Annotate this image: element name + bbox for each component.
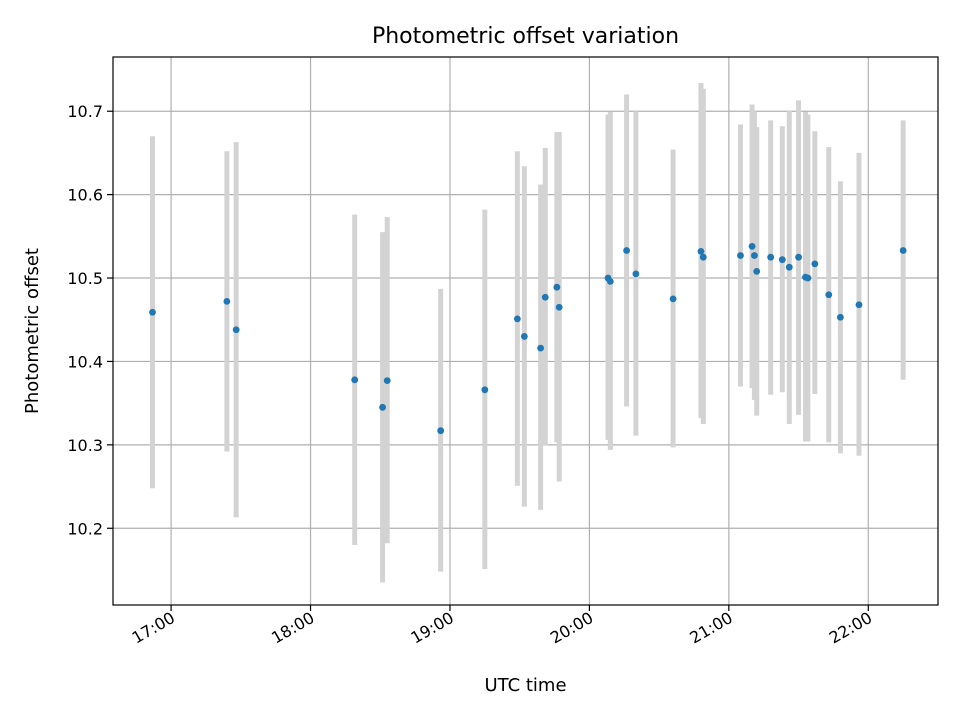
data-point <box>855 301 863 309</box>
data-point <box>795 253 802 261</box>
data-point <box>437 427 445 435</box>
data-point <box>699 253 707 261</box>
data-point <box>825 291 833 299</box>
data-point <box>541 293 549 301</box>
y-tick-label: 10.3 <box>67 436 103 455</box>
chart-title: Photometric offset variation <box>372 24 679 49</box>
data-point <box>520 333 528 340</box>
x-axis-label: UTC time <box>484 675 566 696</box>
y-axis-ticks: 10.2 10.3 10.4 10.5 10.6 10.7 <box>67 102 113 538</box>
data-point <box>737 252 744 259</box>
data-point <box>351 376 359 384</box>
data-point <box>785 263 793 271</box>
y-tick-label: 10.2 <box>67 519 103 538</box>
y-tick-label: 10.5 <box>67 269 103 288</box>
data-point <box>804 274 812 282</box>
data-points <box>149 242 907 435</box>
data-point <box>811 260 819 268</box>
data-point <box>669 295 677 303</box>
y-tick-label: 10.4 <box>67 352 103 371</box>
y-tick-label: 10.7 <box>67 102 103 121</box>
data-point <box>778 256 786 264</box>
data-point <box>537 344 545 352</box>
data-point <box>751 252 758 259</box>
data-point <box>632 270 640 278</box>
data-point <box>555 303 563 311</box>
y-axis-label: Photometric offset <box>22 248 43 414</box>
axes-frame <box>112 56 939 606</box>
data-point <box>623 247 630 254</box>
data-point <box>753 267 761 275</box>
data-point <box>553 283 561 291</box>
data-point <box>481 386 489 394</box>
data-point <box>232 326 240 334</box>
data-point <box>223 297 231 305</box>
data-point <box>606 277 614 285</box>
data-point <box>149 308 156 316</box>
data-point <box>899 247 907 254</box>
data-point <box>697 247 705 255</box>
data-point <box>383 377 391 385</box>
data-point <box>379 403 386 411</box>
data-point <box>748 242 756 250</box>
y-tick-label: 10.6 <box>67 186 103 205</box>
data-point <box>767 253 775 261</box>
data-point <box>513 315 521 323</box>
data-point <box>836 313 844 321</box>
